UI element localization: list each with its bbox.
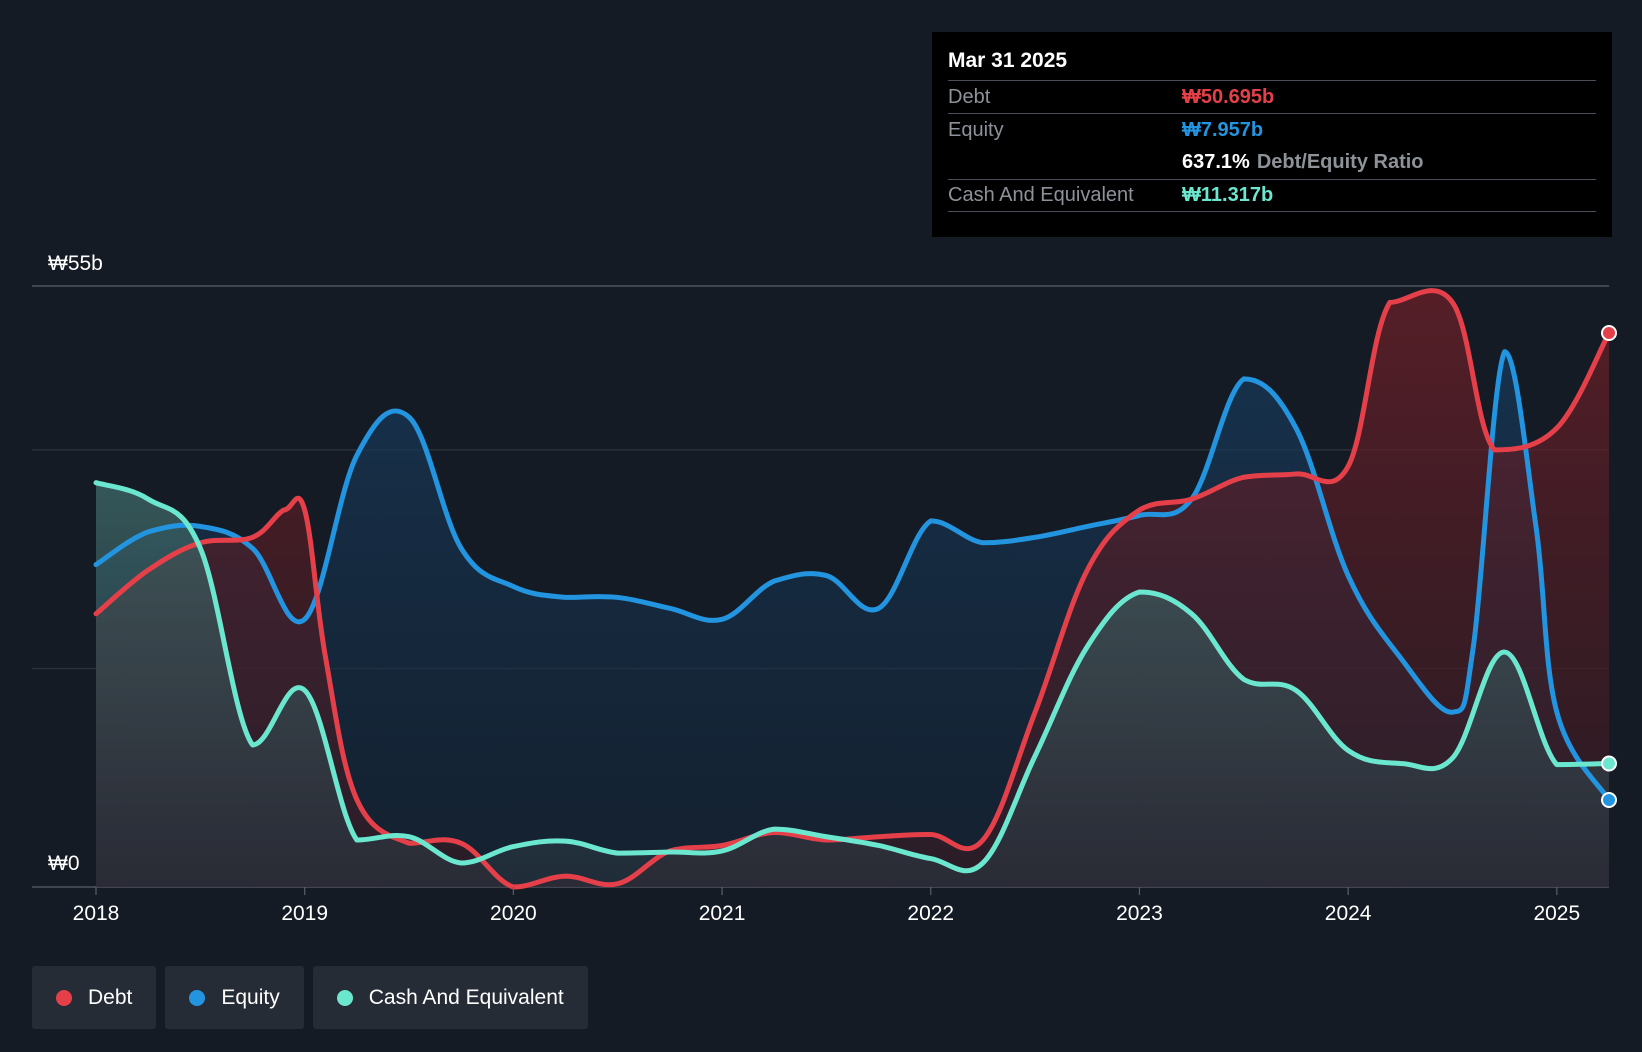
- legend-label-equity: Equity: [221, 985, 280, 1009]
- y-axis-zero-label: ₩0: [48, 852, 80, 875]
- tooltip-ratio-value: 637.1%: [1182, 151, 1250, 173]
- area-cash-and-equivalent: [96, 482, 1609, 887]
- end-markers: [1601, 324, 1617, 809]
- x-tick-label: 2020: [490, 902, 537, 925]
- equity-dot-icon: [189, 989, 206, 1006]
- tooltip-cash-row: Cash And Equivalent ₩11.317b: [948, 179, 1596, 212]
- chart-legend: Debt Equity Cash And Equivalent: [32, 966, 588, 1029]
- tooltip-equity-value: ₩7.957b: [1182, 118, 1264, 141]
- legend-label-debt: Debt: [88, 985, 133, 1009]
- hover-tooltip: Mar 31 2025 Debt ₩50.695b Equity ₩7.957b…: [932, 32, 1612, 237]
- x-tick-label: 2024: [1325, 902, 1372, 925]
- line-equity: [93, 349, 1612, 803]
- end-marker-cash-and-equivalent: [1601, 755, 1617, 772]
- legend-item-equity[interactable]: Equity: [165, 966, 304, 1029]
- x-tick-label: 2018: [73, 902, 120, 925]
- debt-dot-icon: [56, 989, 72, 1006]
- tooltip-equity-row: Equity ₩7.957b: [948, 113, 1596, 146]
- tooltip-equity-label: Equity: [948, 118, 1004, 141]
- tooltip-ratio-row: 637.1% Debt/Equity Ratio: [948, 146, 1596, 179]
- legend-item-debt[interactable]: Debt: [32, 966, 157, 1029]
- tooltip-cash-label: Cash And Equivalent: [948, 184, 1134, 206]
- tooltip-cash-value: ₩11.317b: [1182, 184, 1274, 206]
- x-tick-label: 2022: [907, 902, 954, 925]
- x-tick-label: 2019: [281, 902, 328, 925]
- tooltip-debt-row: Debt ₩50.695b: [948, 80, 1596, 113]
- cash-dot-icon: [336, 989, 353, 1006]
- legend-label-cash: Cash And Equivalent: [368, 985, 564, 1009]
- x-tick-label: 2025: [1533, 902, 1580, 925]
- y-axis-top-label: ₩55b: [48, 252, 103, 275]
- x-tick-label: 2023: [1116, 902, 1163, 925]
- tooltip-date: Mar 31 2025: [948, 49, 1068, 72]
- series-lines: [93, 288, 1612, 890]
- end-marker-equity: [1601, 792, 1617, 809]
- tooltip-debt-label: Debt: [948, 85, 991, 108]
- end-marker-debt: [1601, 324, 1617, 341]
- chart-axes: ₩55b ₩0 2018 2019 2020 2021 2022 2023 2024 2025: [48, 252, 1580, 925]
- legend-item-cash[interactable]: Cash And Equivalent: [312, 966, 588, 1029]
- tooltip-ratio-label: Debt/Equity Ratio: [1256, 151, 1424, 173]
- series-areas: [96, 290, 1609, 888]
- line-cash-and-equivalent: [93, 480, 1612, 874]
- x-tick-label: 2021: [699, 902, 746, 925]
- tooltip-debt-value: ₩50.695b: [1182, 85, 1275, 108]
